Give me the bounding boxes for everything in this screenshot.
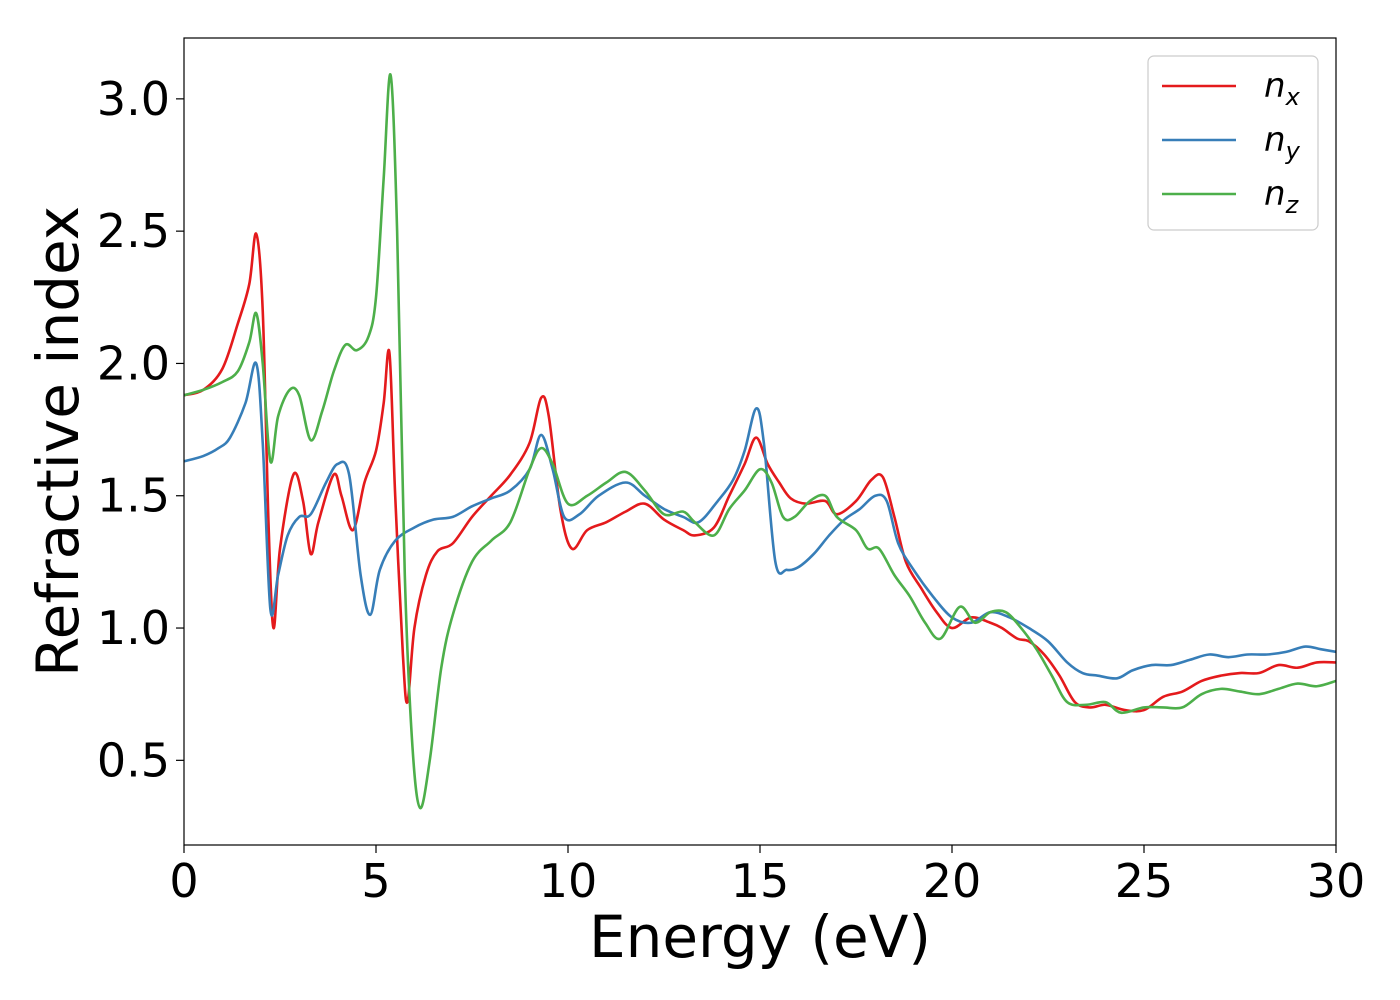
y-tick-label: 2.5 (97, 204, 170, 258)
y-tick-label: 0.5 (97, 733, 170, 787)
legend-label-y: ny (1264, 120, 1301, 165)
x-tick-label: 0 (169, 854, 198, 908)
legend: nx ny nz (1147, 55, 1319, 231)
legend-box (1147, 55, 1319, 231)
y-tick-label: 2.0 (97, 336, 170, 390)
x-tick-label: 30 (1307, 854, 1366, 908)
series-line-y (184, 361, 1336, 680)
y-tick-label: 1.5 (97, 469, 170, 523)
x-tick-label: 10 (539, 854, 598, 908)
x-axis: 0 5 10 15 20 25 30 (169, 845, 1365, 908)
legend-label-z: nz (1264, 174, 1300, 219)
series-line-x (184, 232, 1336, 713)
y-tick-label: 3.0 (97, 72, 170, 126)
series-line-z (184, 73, 1336, 810)
y-tick-label: 1.0 (97, 601, 170, 655)
x-tick-label: 5 (361, 854, 390, 908)
x-tick-label: 20 (923, 854, 982, 908)
legend-label-x: nx (1264, 66, 1301, 111)
x-axis-title: Energy (eV) (589, 903, 931, 971)
x-tick-label: 15 (731, 854, 790, 908)
y-axis: 0.5 1.0 1.5 2.0 2.5 3.0 (97, 72, 184, 787)
y-axis-title: Refractive index (24, 206, 92, 677)
x-tick-label: 25 (1115, 854, 1174, 908)
series-layer (184, 73, 1336, 810)
